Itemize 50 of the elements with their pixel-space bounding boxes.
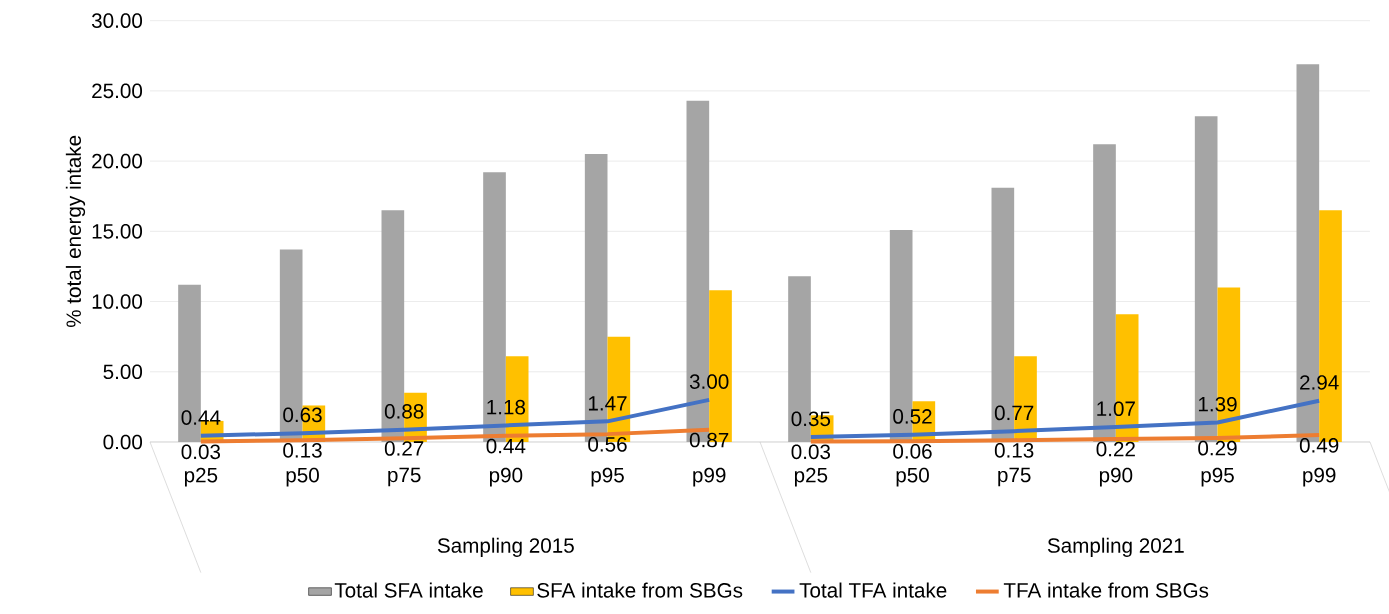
legend-label: Total TFA intake: [799, 582, 947, 598]
data-label: 0.56: [588, 437, 627, 452]
data-label: 3.00: [689, 374, 729, 389]
data-label: 0.49: [1299, 438, 1339, 453]
text: Sampling 2021: [1047, 537, 1184, 557]
x-tick-label: p90: [489, 467, 523, 487]
data-label: 0.22: [1096, 441, 1135, 457]
data-label: 0.06: [893, 444, 932, 459]
text: Sampling 2015: [437, 537, 574, 557]
data-label: 2.94: [1300, 375, 1339, 390]
y-tick-label: 5.00: [103, 364, 143, 380]
data-label: 0.44: [181, 410, 221, 425]
data-label: 0.52: [893, 409, 932, 424]
data-label: 0.29: [1198, 440, 1237, 456]
data-label: 0.87: [689, 432, 729, 448]
x-tick-label: p95: [1201, 467, 1234, 487]
legend-label: TFA intake from SBGs: [1003, 582, 1209, 598]
data-label: 1.18: [487, 399, 526, 415]
x-tick-label: p25: [794, 467, 828, 487]
data-label: 0.77: [994, 405, 1034, 421]
y-tick-label: 10.00: [92, 294, 143, 309]
y-tick-label: 0.00: [103, 434, 143, 450]
y-tick-label: 30.00: [91, 13, 143, 28]
x-tick-label: p95: [591, 467, 624, 487]
data-label: 0.03: [181, 444, 221, 460]
y-axis-title: % total energy intake: [65, 135, 86, 328]
x-tick-label: p50: [286, 467, 319, 487]
data-label: 0.27: [384, 441, 424, 456]
x-tick-label: p75: [998, 467, 1031, 487]
y-tick-label: 15.00: [92, 224, 143, 239]
data-label: 0.13: [283, 443, 322, 458]
x-tick-label: p99: [1303, 467, 1336, 487]
data-label: 1.47: [588, 396, 627, 411]
data-label: 1.39: [1198, 396, 1237, 412]
x-tick-label: p99: [693, 467, 726, 487]
data-label: 0.13: [994, 443, 1034, 458]
data-label: 0.88: [384, 404, 424, 419]
data-label: 0.44: [486, 438, 526, 454]
y-tick-label: 20.00: [92, 153, 143, 169]
data-label: 0.03: [791, 444, 831, 460]
x-tick-label: p75: [388, 467, 421, 487]
legend-label: Total SFA intake: [334, 582, 483, 598]
legend-label: SFA intake from SBGs: [537, 582, 743, 598]
y-tick-label: 25.00: [92, 83, 143, 99]
x-tick-label: p50: [896, 467, 929, 487]
data-label: 0.35: [791, 411, 831, 427]
x-tick-label: p90: [1099, 467, 1133, 487]
data-label: 1.07: [1097, 401, 1135, 417]
x-tick-label: p25: [184, 467, 218, 487]
data-label: 0.63: [283, 407, 322, 423]
